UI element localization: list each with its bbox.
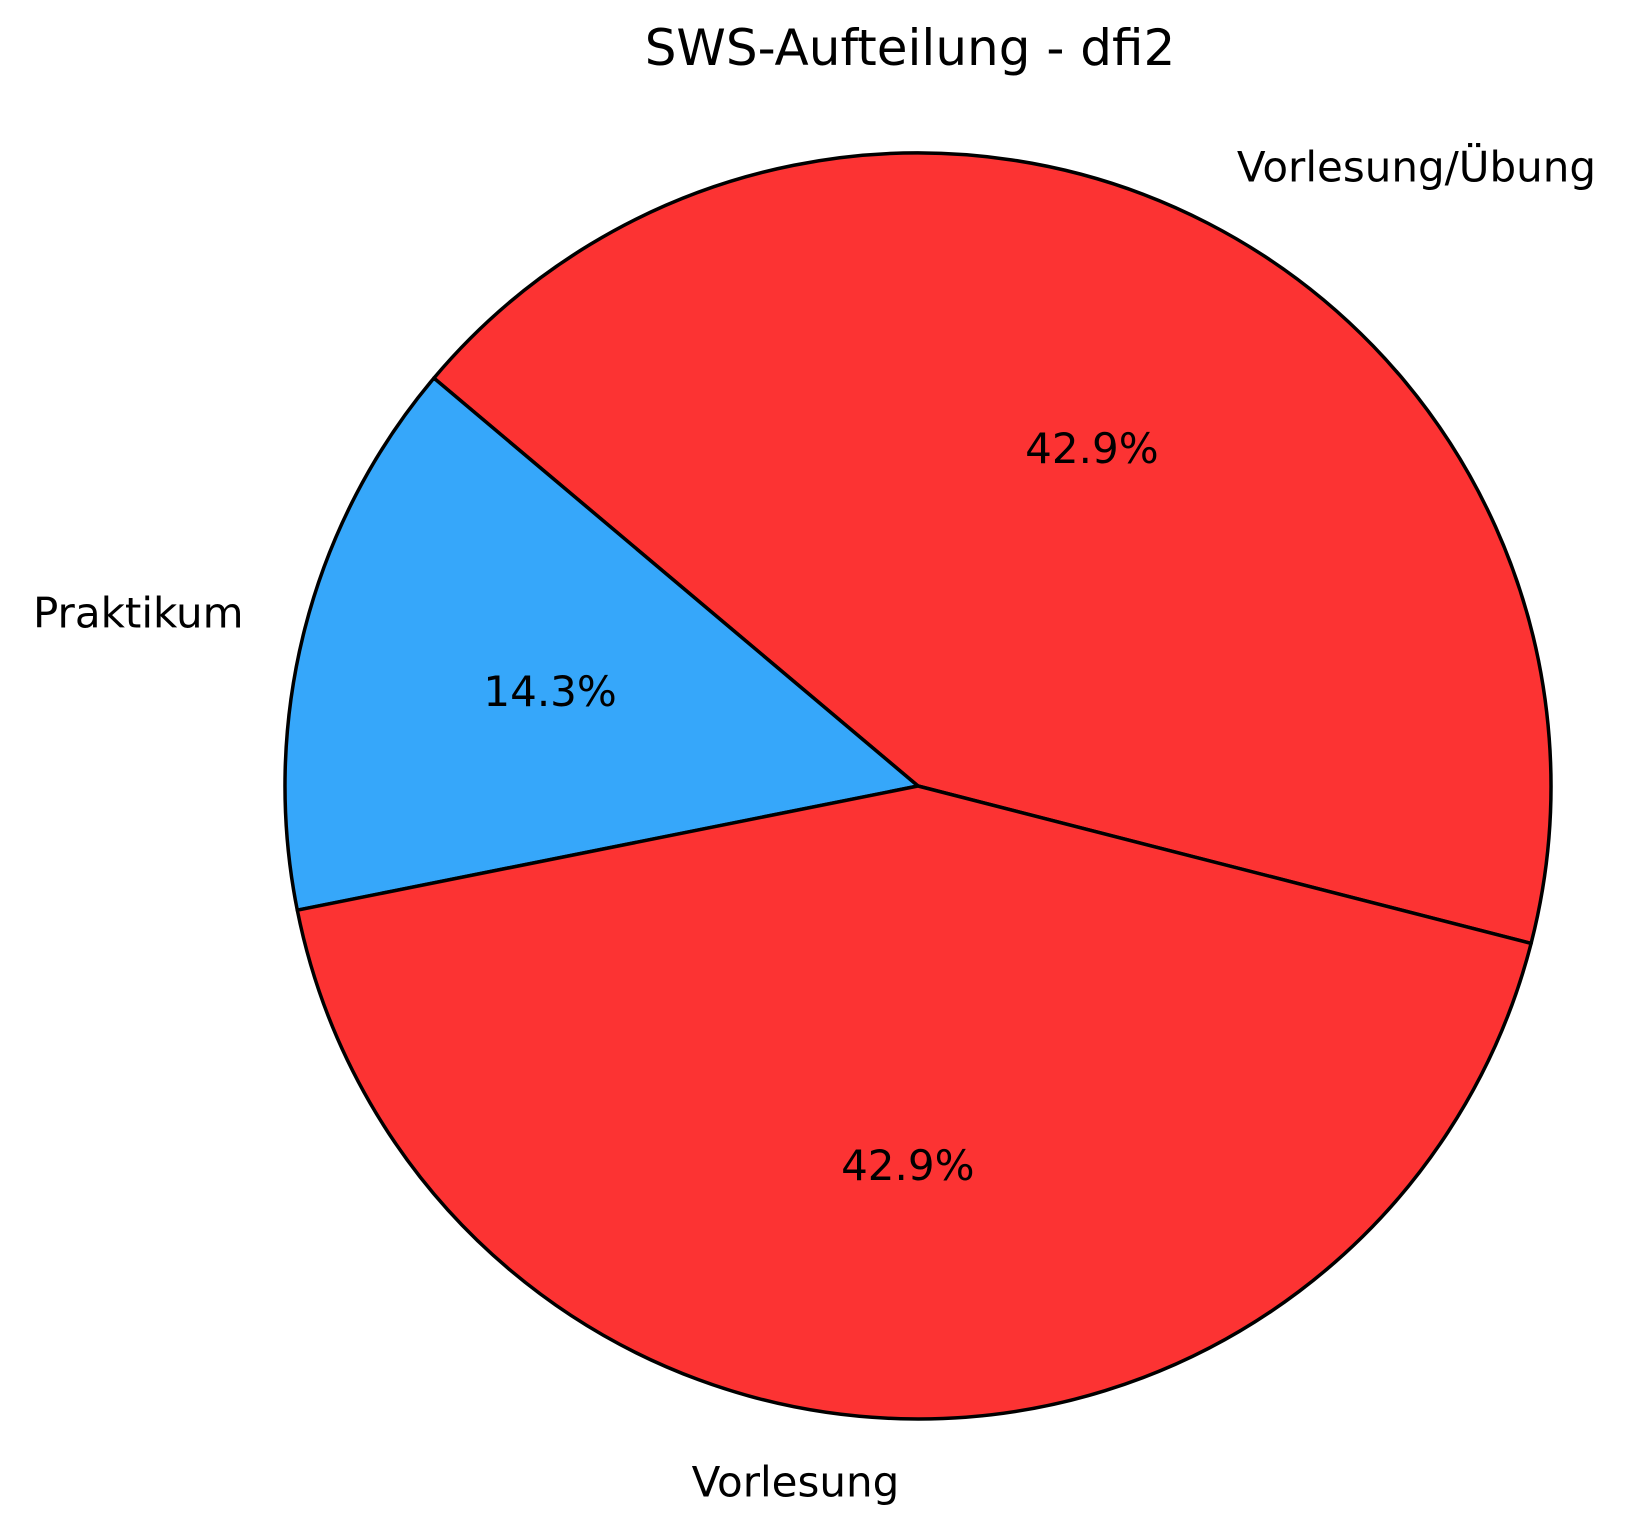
pie-slice-vorlesung: [295, 784, 1533, 1421]
pct-label-praktikum: 14.3%: [483, 667, 616, 716]
pct-label-vorlesung: 42.9%: [841, 1141, 974, 1190]
pie-slice-praktikum: [283, 376, 920, 912]
pct-label-vorlesung-uebung: 42.9%: [1025, 424, 1158, 473]
slice-label-praktikum: Praktikum: [33, 588, 244, 637]
pie-slice-vorlesung-uebung: [432, 151, 1553, 946]
slice-label-vorlesung-uebung: Vorlesung/Übung: [1237, 142, 1596, 192]
chart-title: SWS-Aufteilung - dfi2: [645, 19, 1176, 77]
slice-label-vorlesung: Vorlesung: [692, 1458, 900, 1507]
